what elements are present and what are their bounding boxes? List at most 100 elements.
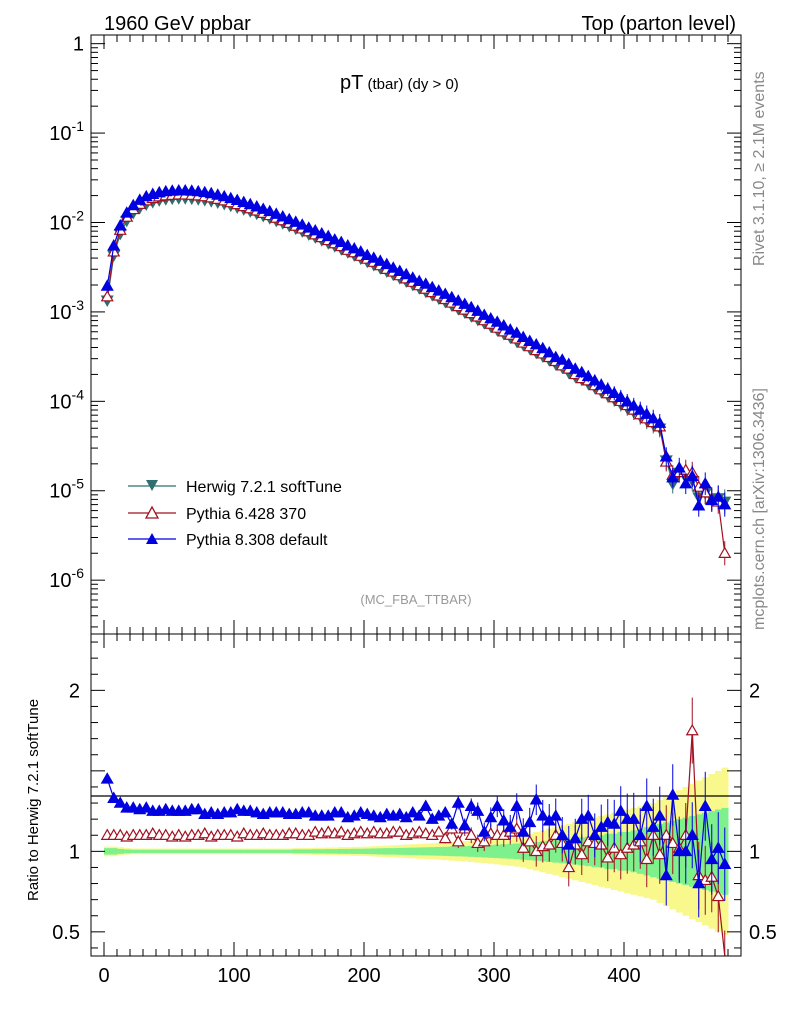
data-point-pythia8 [237, 195, 251, 208]
ratio-point-pythia8 [555, 828, 569, 840]
band-inner [227, 849, 235, 853]
band-inner [500, 844, 508, 859]
band-inner [396, 847, 404, 855]
main-y-axis: 1 10-1 10-2 10-3 10-4 10-5 10-6 [49, 34, 741, 628]
band-inner [364, 848, 371, 855]
plot-title-main: pT [340, 72, 363, 94]
ratio-point-pythia8 [484, 810, 498, 823]
ratio-point-pythia6 [523, 834, 537, 847]
data-point-pythia8 [315, 226, 329, 239]
ratio-point-pythia6 [601, 851, 615, 863]
ratio-point-pythia8 [471, 804, 485, 816]
band-inner [370, 848, 378, 855]
ratio-point-pythia8 [692, 876, 706, 889]
band-inner [162, 849, 170, 853]
ratio-point-pythia8 [568, 831, 582, 844]
x-tick-label: 400 [607, 965, 640, 987]
data-point-pythia8 [451, 294, 465, 306]
legend-entry-pythia8: Pythia 8.308 default [128, 532, 328, 549]
band-inner [487, 844, 495, 858]
series-line-herwig [106, 197, 726, 502]
data-point-pythia8 [685, 469, 699, 482]
ratio-point-pythia8 [497, 814, 511, 826]
series-line-pythia6 [106, 194, 726, 554]
ratio-point-pythia8 [718, 857, 732, 869]
band-inner [136, 849, 144, 853]
ratio-point-pythia6 [685, 723, 699, 736]
legend: Herwig 7.2.1 softTune Pythia 6.428 370 P… [128, 479, 342, 549]
ratio-point-pythia6 [542, 838, 556, 850]
data-point-pythia8 [562, 357, 576, 369]
band-inner [435, 847, 443, 856]
ratio-point-pythia8 [653, 809, 667, 821]
band-inner [318, 849, 326, 854]
ratio-point-pythia8 [451, 796, 465, 808]
ratio-point-pythia8 [698, 799, 712, 811]
band-inner [117, 848, 124, 854]
x-tick-label: 200 [347, 965, 380, 987]
data-point-pythia8 [627, 399, 641, 411]
rivet-info: Rivet 3.1.10, ≥ 2.1M events [751, 71, 768, 266]
main-series [100, 183, 732, 566]
data-point-pythia8 [594, 378, 608, 390]
data-point-pythia8 [406, 271, 420, 283]
band-inner [110, 848, 118, 855]
data-point-pythia8 [224, 191, 238, 204]
data-point-pythia8 [380, 257, 394, 270]
ratio-point-pythia6 [393, 825, 407, 837]
data-point-pythia8 [633, 403, 647, 415]
ratio-point-pythia8 [705, 852, 719, 865]
series-herwig [100, 193, 732, 514]
band-inner [221, 849, 228, 853]
y-tick-label: 1 [73, 34, 84, 56]
band-inner [507, 843, 514, 859]
band-inner [169, 849, 176, 853]
y-tick-label: 10-4 [49, 386, 84, 413]
ratio-point-pythia6 [653, 847, 667, 860]
data-point-pythia8 [256, 202, 270, 214]
data-point-pythia6 [100, 289, 114, 302]
ratio-point-pythia8 [640, 799, 654, 811]
plot-title: pT (tbar) (dy > 0) [340, 72, 459, 94]
ratio-point-pythia8 [666, 788, 680, 800]
ratio-point-pythia8 [139, 801, 153, 813]
ratio-plot-frame [90, 633, 742, 957]
main-panel: 1 10-1 10-2 10-3 10-4 10-5 10-6 pT (tbar) (dy … [49, 34, 742, 635]
ratio-ylabel: Ratio to Herwig 7.2.1 softTune [25, 699, 42, 901]
ratio-uncertainty-bands [104, 767, 729, 936]
plot-title-sub: (tbar) (dy > 0) [363, 76, 458, 93]
band-inner [299, 849, 306, 854]
data-point-pythia8 [412, 274, 426, 287]
data-point-pythia8 [497, 319, 511, 331]
data-point-pythia8 [607, 386, 621, 399]
data-point-pythia8 [549, 350, 563, 363]
ratio-panel: 0.5 0.5 1 1 2 2 0 100 200 300 400 Ratio to Herwig… [25, 633, 777, 987]
ratio-point-pythia6 [516, 841, 530, 853]
band-inner [416, 847, 423, 856]
band-inner [344, 848, 352, 854]
data-point-pythia8 [328, 233, 342, 245]
ratio-point-pythia6 [562, 860, 576, 873]
data-point-pythia8 [672, 461, 686, 473]
ratio-point-pythia8 [458, 818, 472, 831]
mcplots-info: mcplots.cern.ch [arXiv:1306.3436] [751, 388, 768, 630]
data-point-pythia8 [659, 450, 673, 462]
legend-marker-pythia8 [146, 533, 158, 544]
ratio-point-pythia8 [100, 772, 114, 784]
band-inner [325, 849, 332, 854]
band-inner [455, 846, 462, 857]
band-inner [195, 849, 202, 853]
data-point-pythia8 [490, 315, 504, 327]
ratio-point-pythia6 [432, 825, 446, 837]
ratio-series-pythia8 [100, 764, 732, 918]
ratio-point-pythia6 [575, 847, 589, 860]
band-inner [130, 849, 137, 853]
ratio-point-pythia8 [477, 825, 491, 837]
band-inner [468, 845, 475, 857]
data-point-pythia8 [666, 470, 680, 483]
series-line-pythia8 [106, 190, 726, 506]
band-inner [149, 849, 157, 853]
data-point-pythia8 [367, 251, 381, 263]
data-point-pythia8 [373, 254, 387, 266]
